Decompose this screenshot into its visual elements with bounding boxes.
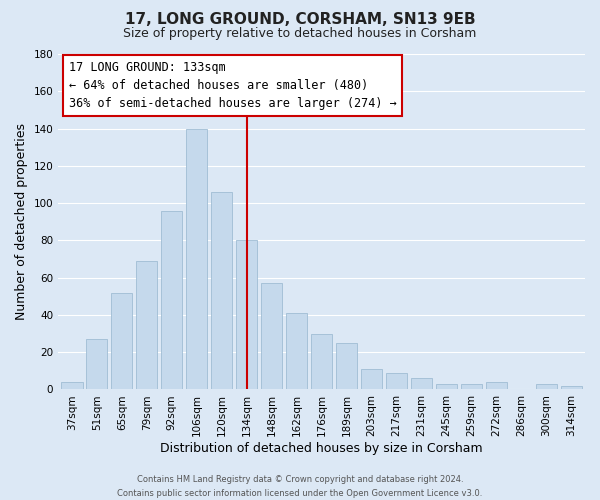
Text: 17, LONG GROUND, CORSHAM, SN13 9EB: 17, LONG GROUND, CORSHAM, SN13 9EB: [125, 12, 475, 28]
Bar: [161, 210, 182, 390]
Bar: [436, 384, 457, 390]
Bar: [86, 339, 107, 390]
Bar: [311, 334, 332, 390]
Bar: [111, 292, 133, 390]
X-axis label: Distribution of detached houses by size in Corsham: Distribution of detached houses by size …: [160, 442, 483, 455]
Bar: [411, 378, 432, 390]
Bar: [361, 369, 382, 390]
Text: 17 LONG GROUND: 133sqm
← 64% of detached houses are smaller (480)
36% of semi-de: 17 LONG GROUND: 133sqm ← 64% of detached…: [69, 60, 397, 110]
Bar: [236, 240, 257, 390]
Bar: [560, 386, 582, 390]
Y-axis label: Number of detached properties: Number of detached properties: [15, 123, 28, 320]
Bar: [336, 343, 357, 390]
Bar: [61, 382, 83, 390]
Bar: [136, 261, 157, 390]
Text: Contains HM Land Registry data © Crown copyright and database right 2024.
Contai: Contains HM Land Registry data © Crown c…: [118, 476, 482, 498]
Bar: [186, 128, 208, 390]
Bar: [486, 382, 507, 390]
Bar: [261, 283, 282, 390]
Text: Size of property relative to detached houses in Corsham: Size of property relative to detached ho…: [124, 28, 476, 40]
Bar: [536, 384, 557, 390]
Bar: [211, 192, 232, 390]
Bar: [386, 372, 407, 390]
Bar: [461, 384, 482, 390]
Bar: [286, 313, 307, 390]
